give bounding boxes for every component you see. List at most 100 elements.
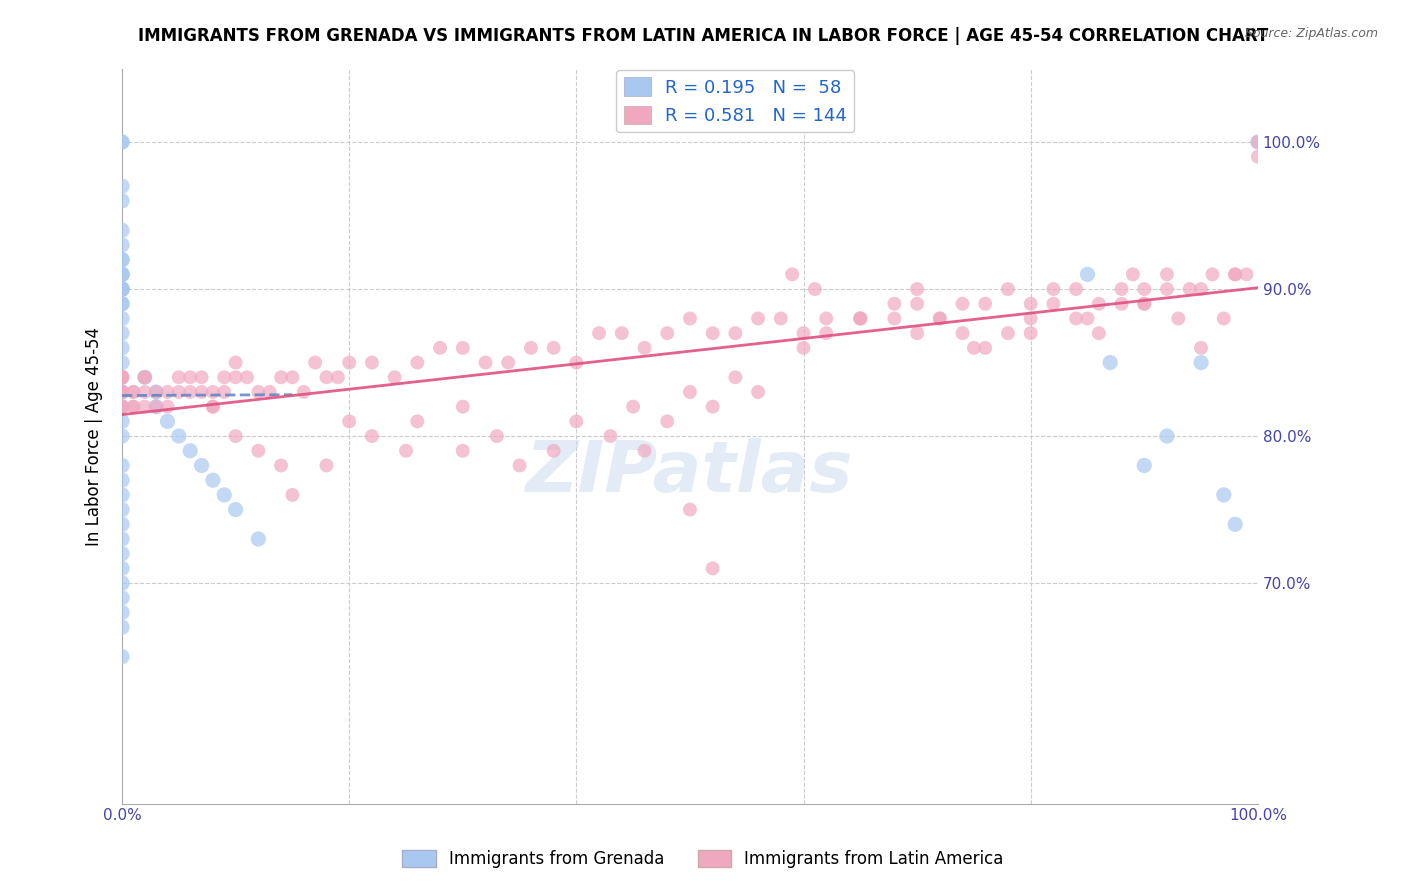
Immigrants from Latin America [384, 370, 406, 384]
Immigrants from Latin America [122, 400, 145, 414]
Immigrants from Latin America [724, 326, 747, 340]
Immigrants from Grenada [111, 561, 134, 575]
Immigrants from Grenada [111, 223, 134, 237]
Immigrants from Latin America [702, 561, 724, 575]
Immigrants from Latin America [156, 384, 179, 399]
Immigrants from Latin America [997, 326, 1019, 340]
Immigrants from Grenada [111, 311, 134, 326]
Immigrants from Grenada [111, 606, 134, 620]
Immigrants from Latin America [747, 311, 769, 326]
Immigrants from Latin America [792, 341, 814, 355]
Immigrants from Latin America [1133, 297, 1156, 311]
Immigrants from Latin America [804, 282, 827, 296]
Legend: R = 0.195   N =  58, R = 0.581   N = 144: R = 0.195 N = 58, R = 0.581 N = 144 [616, 70, 855, 132]
Immigrants from Grenada [111, 649, 134, 664]
Immigrants from Latin America [361, 429, 384, 443]
Immigrants from Latin America [815, 311, 838, 326]
Immigrants from Latin America [1223, 268, 1246, 282]
Immigrants from Latin America [1042, 297, 1064, 311]
Immigrants from Grenada [111, 252, 134, 267]
Immigrants from Latin America [361, 355, 384, 369]
Immigrants from Latin America [270, 370, 292, 384]
Immigrants from Grenada [201, 473, 224, 487]
Immigrants from Latin America [111, 384, 134, 399]
Immigrants from Latin America [724, 370, 747, 384]
Immigrants from Latin America [201, 384, 224, 399]
Immigrants from Grenada [111, 282, 134, 296]
Immigrants from Grenada [145, 400, 167, 414]
Immigrants from Latin America [588, 326, 610, 340]
Immigrants from Latin America [952, 326, 974, 340]
Immigrants from Latin America [134, 370, 156, 384]
Immigrants from Grenada [1247, 135, 1270, 149]
Immigrants from Grenada [111, 282, 134, 296]
Immigrants from Grenada [111, 135, 134, 149]
Immigrants from Latin America [111, 384, 134, 399]
Immigrants from Grenada [111, 297, 134, 311]
Immigrants from Latin America [190, 384, 212, 399]
Immigrants from Grenada [111, 532, 134, 546]
Immigrants from Latin America [599, 429, 621, 443]
Immigrants from Latin America [167, 370, 190, 384]
Immigrants from Grenada [111, 135, 134, 149]
Immigrants from Grenada [1076, 268, 1098, 282]
Immigrants from Latin America [225, 370, 247, 384]
Immigrants from Latin America [1064, 282, 1087, 296]
Immigrants from Latin America [225, 429, 247, 443]
Immigrants from Latin America [292, 384, 315, 399]
Immigrants from Latin America [304, 355, 326, 369]
Immigrants from Grenada [1212, 488, 1234, 502]
Immigrants from Latin America [1189, 282, 1212, 296]
Immigrants from Grenada [1099, 355, 1122, 369]
Immigrants from Latin America [849, 311, 872, 326]
Immigrants from Latin America [225, 355, 247, 369]
Immigrants from Grenada [156, 414, 179, 428]
Immigrants from Latin America [337, 355, 360, 369]
Immigrants from Latin America [963, 341, 986, 355]
Text: ZIPatlas: ZIPatlas [526, 438, 853, 508]
Immigrants from Latin America [395, 443, 418, 458]
Immigrants from Latin America [122, 384, 145, 399]
Immigrants from Latin America [122, 384, 145, 399]
Immigrants from Grenada [111, 341, 134, 355]
Immigrants from Latin America [905, 297, 928, 311]
Immigrants from Latin America [474, 355, 496, 369]
Immigrants from Grenada [1133, 458, 1156, 473]
Immigrants from Latin America [111, 384, 134, 399]
Immigrants from Latin America [974, 341, 997, 355]
Immigrants from Latin America [281, 488, 304, 502]
Immigrants from Latin America [702, 400, 724, 414]
Immigrants from Latin America [543, 341, 565, 355]
Immigrants from Grenada [111, 268, 134, 282]
Immigrants from Latin America [520, 341, 543, 355]
Immigrants from Latin America [201, 400, 224, 414]
Immigrants from Latin America [565, 355, 588, 369]
Immigrants from Latin America [111, 370, 134, 384]
Immigrants from Latin America [1223, 268, 1246, 282]
Immigrants from Grenada [214, 488, 236, 502]
Immigrants from Latin America [780, 268, 803, 282]
Immigrants from Grenada [111, 268, 134, 282]
Text: IMMIGRANTS FROM GRENADA VS IMMIGRANTS FROM LATIN AMERICA IN LABOR FORCE | AGE 45: IMMIGRANTS FROM GRENADA VS IMMIGRANTS FR… [138, 27, 1268, 45]
Immigrants from Latin America [406, 414, 429, 428]
Immigrants from Latin America [145, 384, 167, 399]
Immigrants from Latin America [451, 400, 474, 414]
Immigrants from Latin America [247, 443, 270, 458]
Immigrants from Latin America [1076, 311, 1098, 326]
Immigrants from Latin America [337, 414, 360, 428]
Immigrants from Grenada [111, 517, 134, 532]
Immigrants from Latin America [543, 443, 565, 458]
Immigrants from Latin America [281, 370, 304, 384]
Immigrants from Latin America [167, 384, 190, 399]
Immigrants from Latin America [1201, 268, 1223, 282]
Immigrants from Latin America [1019, 326, 1042, 340]
Immigrants from Grenada [111, 576, 134, 591]
Immigrants from Latin America [792, 326, 814, 340]
Immigrants from Latin America [1111, 282, 1133, 296]
Immigrants from Latin America [1189, 341, 1212, 355]
Immigrants from Latin America [815, 326, 838, 340]
Y-axis label: In Labor Force | Age 45-54: In Labor Force | Age 45-54 [86, 326, 103, 546]
Immigrants from Latin America [747, 384, 769, 399]
Immigrants from Latin America [451, 443, 474, 458]
Immigrants from Grenada [111, 179, 134, 194]
